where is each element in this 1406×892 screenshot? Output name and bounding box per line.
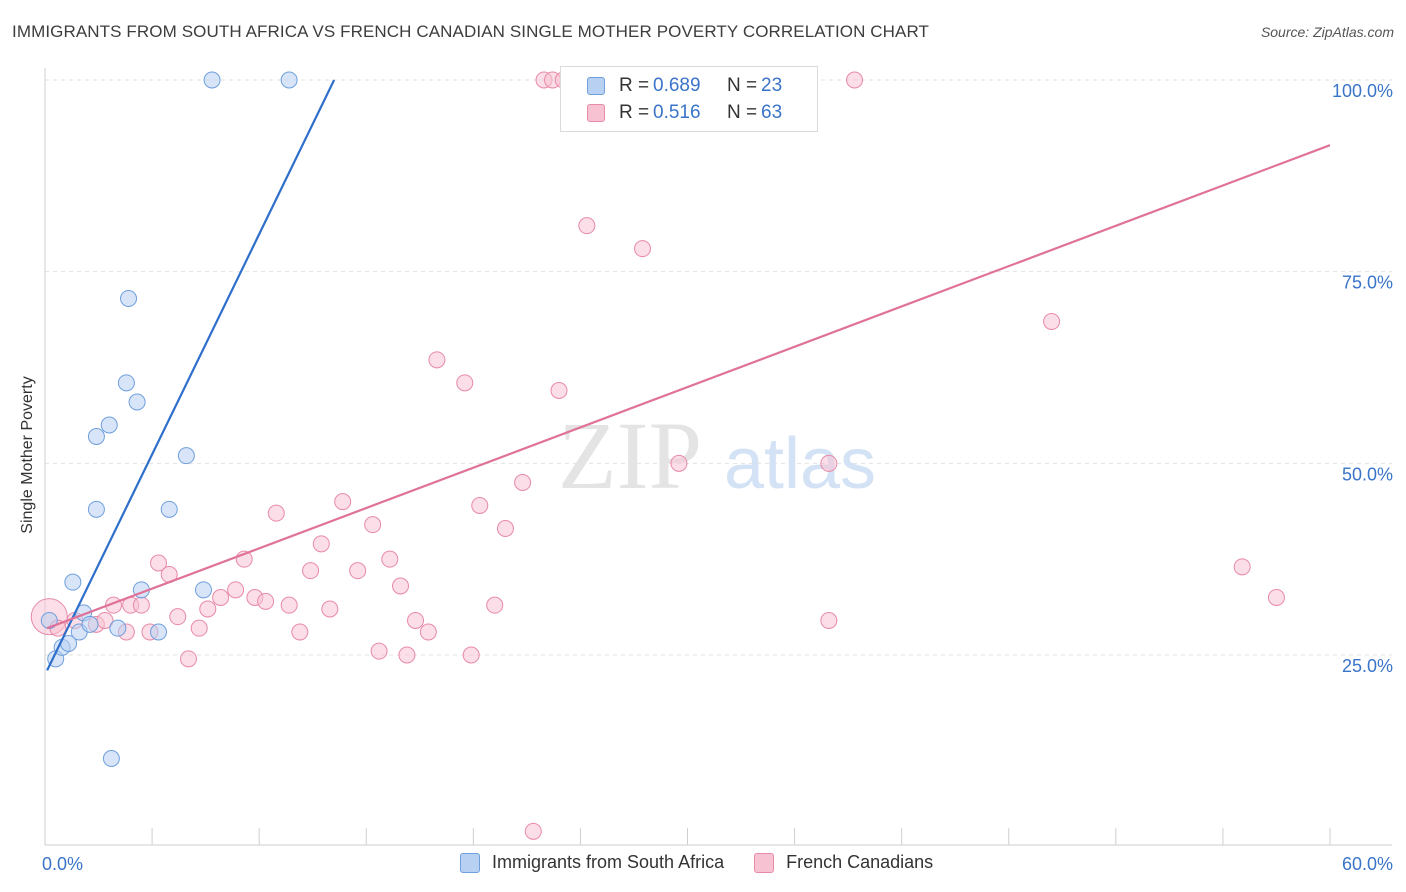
data-point [267,504,285,522]
y-tick-label: 100.0% [1332,81,1393,101]
data-point [117,374,135,392]
data-point [81,615,99,633]
series-immigrants-south-africa [40,71,298,767]
data-point [578,217,596,235]
data-point [132,596,150,614]
legend-item-immigrants-south-africa[interactable]: Immigrants from South Africa [460,852,724,873]
gridlines [45,79,1392,656]
data-point [486,596,504,614]
x-tick-label: 60.0% [1342,854,1393,874]
data-point [349,562,367,580]
data-point [471,497,489,514]
trend-line-pink [46,144,1331,630]
data-point [257,592,275,610]
legend-label: Immigrants from South Africa [492,852,725,872]
watermark-atlas: atlas [724,424,876,504]
data-point [227,581,245,599]
data-point [381,550,399,568]
data-point [120,290,138,307]
data-point [190,619,208,637]
y-tick-label: 75.0% [1342,273,1393,293]
data-point [87,500,105,518]
legend-n-value: 23 [761,75,783,96]
data-point [199,600,217,618]
legend-swatch-blue [587,77,605,95]
series-legend: Immigrants from South Africa French Cana… [460,852,963,873]
legend-swatch-blue [460,852,480,873]
data-point [177,447,195,465]
data-point [634,240,652,258]
data-point [280,71,298,89]
data-point [160,500,178,518]
data-point [524,822,542,840]
data-point [820,454,838,472]
data-point [456,374,474,392]
data-point [670,454,688,472]
data-point [169,608,187,626]
data-point [280,596,298,614]
legend-label: French Canadians [786,852,934,872]
ticks: 25.0% 50.0% 75.0% 100.0% 0.0% 60.0% [42,81,1393,874]
data-point [109,619,127,637]
legend-swatch-pink [754,852,775,873]
data-point [321,600,339,618]
y-axis-label: Single Mother Poverty [19,376,36,534]
legend-r-value: 0.689 [653,75,701,96]
legend-row-pink: R = 0.516 N = 63 [587,100,782,126]
data-point [150,623,168,641]
legend-n-label: N = [727,75,758,96]
data-point [291,623,309,641]
data-point [194,581,212,599]
series-french-canadians [30,71,1285,840]
legend-r-label: R = [619,102,650,123]
data-point [514,474,532,491]
data-point [846,71,864,89]
data-point [150,554,168,572]
chart-title: IMMIGRANTS FROM SOUTH AFRICA VS FRENCH C… [12,22,930,41]
legend-swatch-pink [587,104,605,122]
data-point [128,393,146,411]
data-point [1233,558,1251,576]
trend-line-blue [46,79,336,671]
data-point [370,642,388,660]
data-point [334,493,352,511]
legend-item-french-canadians[interactable]: French Canadians [754,852,933,873]
legend-n-label: N = [727,102,758,123]
trend-lines [46,79,1331,671]
data-point [550,382,568,399]
data-point [179,650,197,668]
source-credit: Source: ZipAtlas.com [1260,24,1394,40]
y-tick-label: 25.0% [1342,656,1393,676]
data-point [407,612,425,629]
correlation-legend: R = 0.689 N = 23 R = 0.516 N = 63 [560,66,818,132]
data-point [87,428,105,445]
data-point [398,646,416,664]
data-point [392,577,410,595]
data-point [364,516,382,534]
legend-r-value: 0.516 [653,102,701,123]
data-point [64,573,82,591]
data-point [1043,313,1061,330]
y-tick-label: 50.0% [1342,464,1393,484]
data-point [496,520,514,537]
data-point [102,750,120,767]
data-point [302,562,320,580]
data-point [212,589,230,606]
data-point [1267,589,1285,606]
data-point [100,416,118,434]
data-point [419,623,437,641]
legend-row-blue: R = 0.689 N = 23 [587,73,782,99]
legend-n-value: 63 [761,102,783,123]
data-point [462,646,480,664]
data-point [820,612,838,629]
axes [44,68,1392,846]
data-point [428,351,446,369]
x-tick-label: 0.0% [42,854,83,874]
data-point [203,71,221,89]
legend-r-label: R = [619,75,650,96]
data-point [312,535,330,553]
